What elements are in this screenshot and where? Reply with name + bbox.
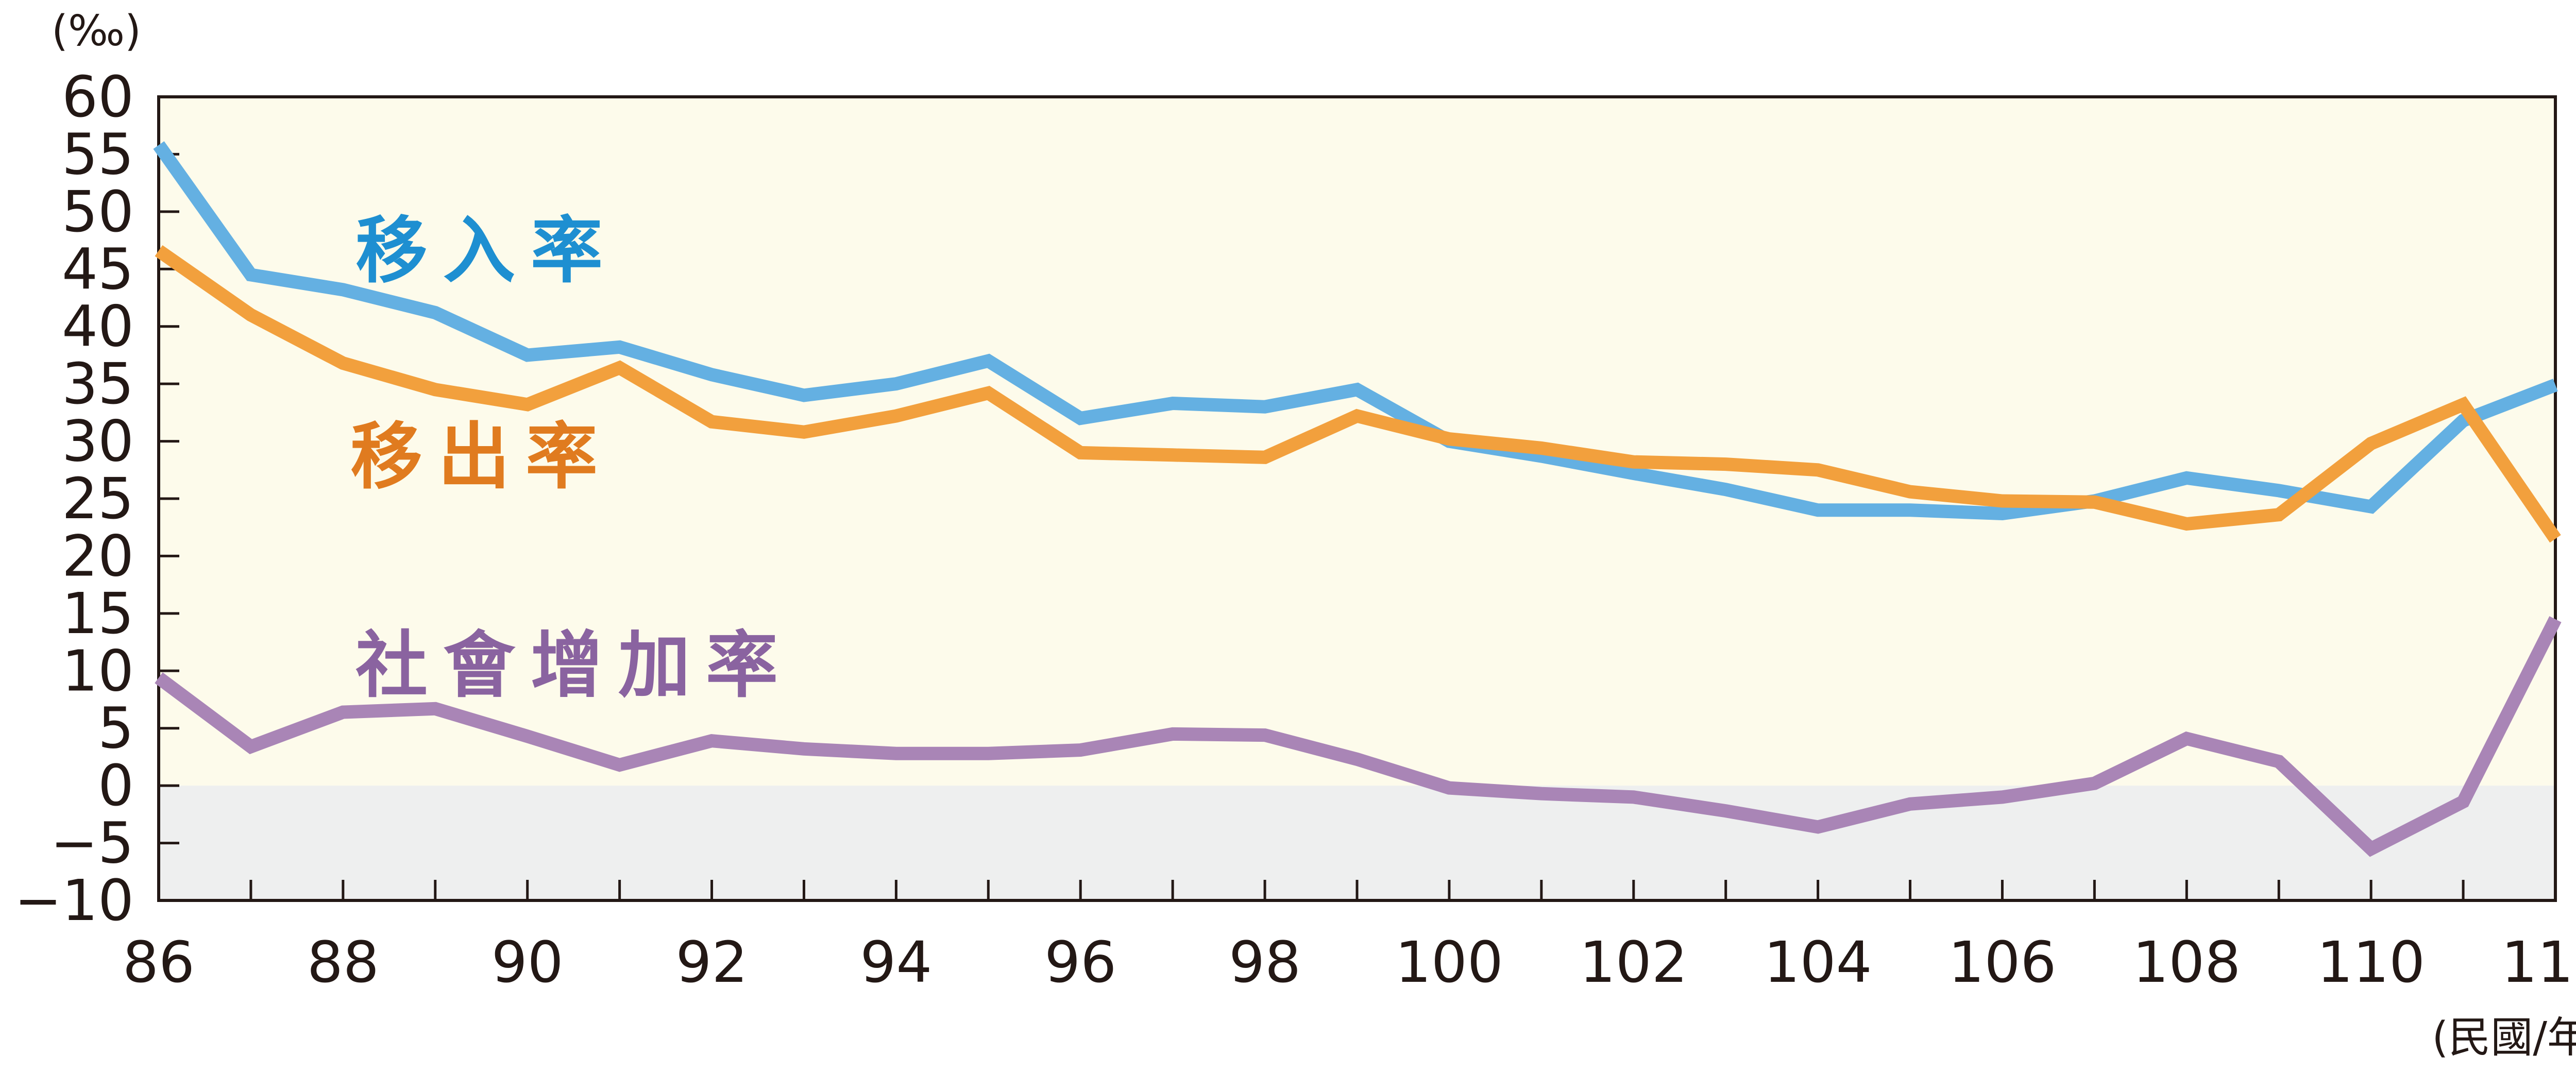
positive-region [159,97,2555,786]
series-line-3 [155,616,2562,857]
x-tick-label: 104 [1764,929,1872,995]
x-tick-label: 110 [2317,929,2425,995]
series-label-1: 移入率 [355,209,618,293]
x-tick-label: 98 [1229,929,1301,995]
series-line-1 [153,141,2558,521]
y-tick-label: 5 [98,695,134,761]
series-line-2 [155,245,2561,543]
x-tick-label: 102 [1580,929,1688,995]
y-tick-label: 10 [62,638,134,704]
y-tick-label: 60 [62,64,134,130]
y-tick-label: 40 [62,294,134,360]
x-tick-label: 90 [492,929,564,995]
y-tick-label: 45 [62,236,134,302]
series-label-2: 移出率 [350,415,613,499]
x-tick-label: 108 [2132,929,2241,995]
x-axis-unit: (民國/年) [2432,1013,2576,1062]
y-tick-label: 30 [62,408,134,474]
y-tick-label: 35 [62,351,134,417]
y-tick-label: 0 [98,753,134,819]
y-tick-label: −10 [14,867,134,933]
x-tick-label: 88 [307,929,379,995]
x-tick-label: 96 [1044,929,1116,995]
y-tick-label: 25 [62,466,134,532]
y-tick-label: 20 [62,523,134,589]
x-tick-label: 86 [123,929,195,995]
series-label-3: 社會增加率 [355,624,793,708]
y-tick-label: −5 [50,810,134,876]
y-tick-label: 55 [62,121,134,187]
y-axis-unit: (‰) [52,7,141,56]
x-tick-label: 106 [1948,929,2056,995]
x-tick-label: 112 [2501,929,2576,995]
x-tick-label: 94 [860,929,932,995]
y-tick-label: 15 [62,581,134,646]
y-tick-label: 50 [62,179,134,245]
x-tick-label: 92 [676,929,748,995]
x-tick-label: 100 [1395,929,1503,995]
